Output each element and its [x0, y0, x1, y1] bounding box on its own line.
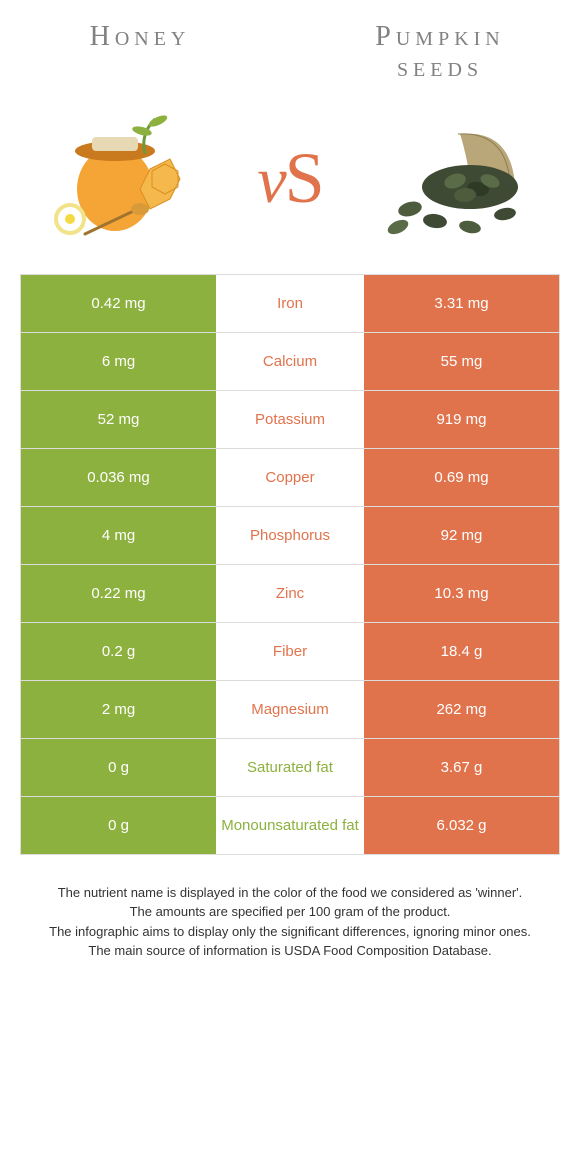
left-value: 0 g	[21, 739, 216, 796]
nutrient-label: Phosphorus	[216, 507, 364, 564]
nutrient-label: Zinc	[216, 565, 364, 622]
footer-line: The amounts are specified per 100 gram o…	[30, 902, 550, 922]
nutrient-label: Monounsaturated fat	[216, 797, 364, 854]
food-title-left: Honey	[40, 22, 240, 84]
table-row: 0.42 mgIron3.31 mg	[21, 275, 559, 333]
right-value: 262 mg	[364, 681, 559, 738]
left-value: 4 mg	[21, 507, 216, 564]
left-value: 0 g	[21, 797, 216, 854]
left-value: 2 mg	[21, 681, 216, 738]
nutrient-label: Magnesium	[216, 681, 364, 738]
vs-s: s	[285, 138, 323, 218]
left-value: 0.036 mg	[21, 449, 216, 506]
table-row: 4 mgPhosphorus92 mg	[21, 507, 559, 565]
header: Honey Pumpkin seeds	[0, 0, 580, 94]
right-value: 10.3 mg	[364, 565, 559, 622]
nutrient-label: Potassium	[216, 391, 364, 448]
table-row: 0.2 gFiber18.4 g	[21, 623, 559, 681]
pumpkin-seeds-icon	[370, 104, 540, 254]
footer-line: The main source of information is USDA F…	[30, 941, 550, 961]
nutrient-label: Fiber	[216, 623, 364, 680]
right-value: 55 mg	[364, 333, 559, 390]
table-row: 6 mgCalcium55 mg	[21, 333, 559, 391]
table-row: 0.036 mgCopper0.69 mg	[21, 449, 559, 507]
left-value: 0.22 mg	[21, 565, 216, 622]
nutrient-label: Calcium	[216, 333, 364, 390]
nutrient-label: Saturated fat	[216, 739, 364, 796]
right-value: 18.4 g	[364, 623, 559, 680]
table-row: 2 mgMagnesium262 mg	[21, 681, 559, 739]
table-row: 52 mgPotassium919 mg	[21, 391, 559, 449]
right-value: 3.67 g	[364, 739, 559, 796]
table-row: 0 gSaturated fat3.67 g	[21, 739, 559, 797]
right-value: 6.032 g	[364, 797, 559, 854]
right-value: 92 mg	[364, 507, 559, 564]
footer-line: The nutrient name is displayed in the co…	[30, 883, 550, 903]
nutrient-label: Copper	[216, 449, 364, 506]
footer: The nutrient name is displayed in the co…	[30, 883, 550, 961]
footer-line: The infographic aims to display only the…	[30, 922, 550, 942]
right-value: 919 mg	[364, 391, 559, 448]
right-value: 3.31 mg	[364, 275, 559, 332]
table-row: 0 gMonounsaturated fat6.032 g	[21, 797, 559, 855]
food-title-right: Pumpkin seeds	[340, 22, 540, 84]
left-value: 0.2 g	[21, 623, 216, 680]
table-row: 0.22 mgZinc10.3 mg	[21, 565, 559, 623]
images-row: vs	[0, 94, 580, 274]
nutrient-table: 0.42 mgIron3.31 mg6 mgCalcium55 mg52 mgP…	[20, 274, 560, 855]
left-value: 0.42 mg	[21, 275, 216, 332]
vs-v: v	[257, 144, 284, 217]
vs-label: vs	[257, 137, 322, 220]
left-value: 52 mg	[21, 391, 216, 448]
left-value: 6 mg	[21, 333, 216, 390]
right-value: 0.69 mg	[364, 449, 559, 506]
nutrient-label: Iron	[216, 275, 364, 332]
honey-icon	[40, 104, 210, 254]
